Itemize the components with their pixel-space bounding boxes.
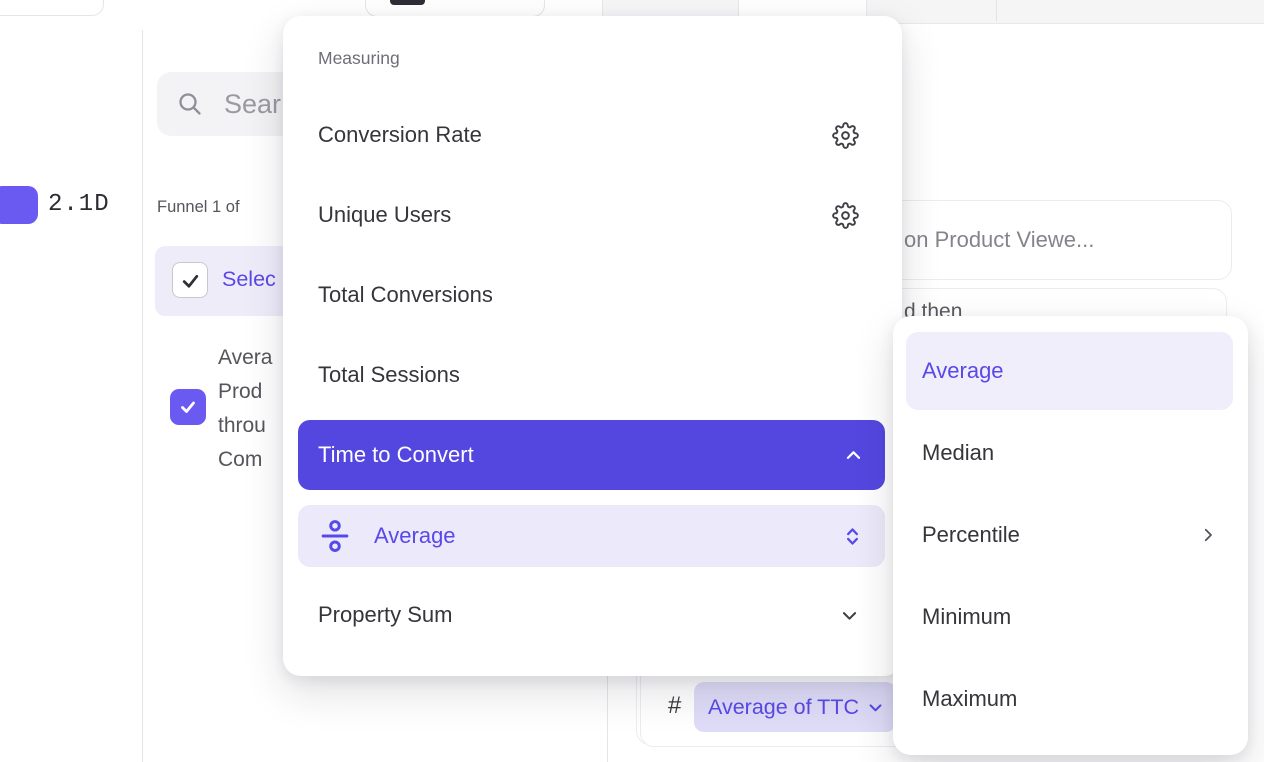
agg-item-label: Median	[922, 440, 995, 465]
metric-symbol: #	[668, 692, 682, 719]
menu-item-conversion-rate[interactable]: Conversion Rate	[301, 109, 884, 161]
step-description-line: Prod	[218, 380, 263, 403]
step-checkbox[interactable]	[170, 389, 206, 425]
search-placeholder: Sear	[224, 88, 282, 119]
metric-pill-label: Average of TTC	[708, 694, 859, 719]
step-badge-label: 2.1D	[48, 191, 110, 218]
menu-item-label: Unique Users	[318, 202, 452, 227]
menu-item-label: Time to Convert	[318, 442, 474, 467]
gear-icon[interactable]	[832, 201, 859, 229]
step-description-line: Avera	[218, 346, 273, 369]
agg-item-minimum[interactable]: Minimum	[906, 591, 1233, 643]
select-label: Selec	[222, 267, 276, 291]
step-description-line: throu	[218, 414, 266, 437]
menu-item-label: Property Sum	[318, 602, 453, 627]
checkmark-icon	[178, 397, 198, 417]
aggregation-menu: Average Median Percentile Minimum Maximu…	[893, 316, 1248, 755]
top-right-toolbar-divider	[996, 0, 997, 22]
search-icon	[176, 90, 204, 118]
menu-item-label: Conversion Rate	[318, 122, 482, 147]
agg-item-maximum[interactable]: Maximum	[906, 673, 1233, 725]
menu-item-aggregation-average[interactable]: Average	[298, 505, 885, 567]
chevron-down-icon	[867, 699, 884, 716]
menu-item-total-conversions[interactable]: Total Conversions	[301, 269, 884, 321]
agg-item-label: Percentile	[922, 522, 1020, 547]
menu-item-label: Total Sessions	[318, 362, 460, 387]
top-left-toolbar-fragment	[0, 0, 104, 16]
average-divide-icon	[318, 519, 352, 553]
section-divider	[607, 676, 608, 762]
select-checkbox[interactable]	[172, 262, 208, 298]
menu-item-time-to-convert[interactable]: Time to Convert	[298, 420, 885, 490]
event-card-label: on Product Viewe...	[904, 227, 1095, 252]
toolbar-dark-icon[interactable]	[390, 0, 425, 5]
metric-pill[interactable]: Average of TTC	[694, 682, 896, 732]
chevron-up-icon	[844, 446, 863, 465]
agg-item-label: Average	[922, 358, 1004, 383]
measuring-menu-header: Measuring	[318, 48, 400, 68]
menu-item-unique-users[interactable]: Unique Users	[301, 189, 884, 241]
checkmark-icon	[180, 270, 201, 291]
gear-icon[interactable]	[832, 121, 859, 149]
step-description: Avera Prod throu Com	[218, 341, 272, 477]
updown-selector-icon	[842, 526, 863, 547]
menu-item-label: Average	[374, 523, 456, 548]
agg-item-average[interactable]: Average	[906, 332, 1233, 410]
chevron-down-icon	[840, 606, 859, 625]
agg-item-percentile[interactable]: Percentile	[906, 509, 1233, 561]
left-panel-divider	[142, 30, 143, 762]
funnel-label: Funnel 1 of	[157, 198, 240, 216]
agg-item-label: Maximum	[922, 686, 1018, 711]
top-right-toolbar-fragment	[866, 0, 1264, 24]
menu-item-property-sum[interactable]: Property Sum	[301, 589, 884, 641]
agg-item-median[interactable]: Median	[906, 427, 1233, 479]
measuring-menu: Measuring Conversion Rate Unique Users T…	[283, 16, 902, 676]
agg-item-label: Minimum	[922, 604, 1012, 629]
chevron-right-icon	[1199, 526, 1217, 544]
step-description-line: Com	[218, 448, 263, 471]
step-color-badge[interactable]	[0, 186, 38, 224]
menu-item-label: Total Conversions	[318, 282, 493, 307]
menu-item-total-sessions[interactable]: Total Sessions	[301, 349, 884, 401]
